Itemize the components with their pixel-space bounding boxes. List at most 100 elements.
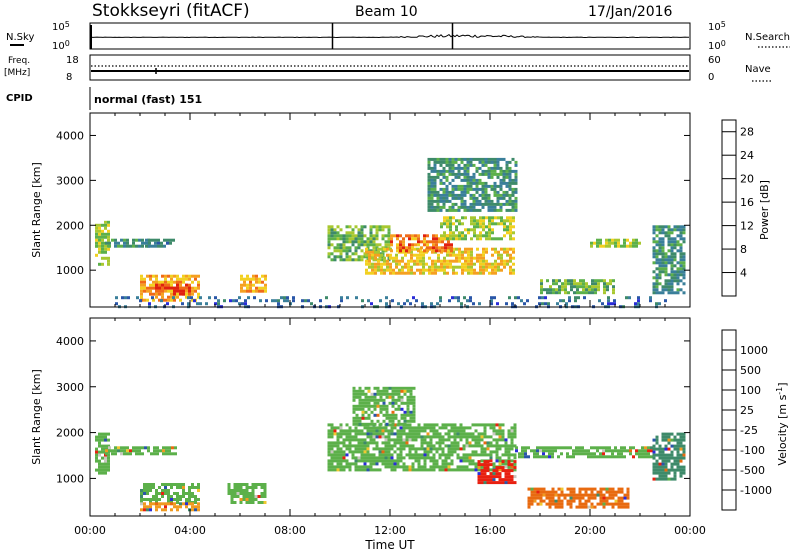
heatmap-cell <box>155 283 158 287</box>
heatmap-cell <box>676 468 680 472</box>
heatmap-cell <box>375 234 379 238</box>
heatmap-cell <box>403 389 407 393</box>
heatmap-cell <box>590 244 593 248</box>
heatmap-cell <box>658 249 662 253</box>
heatmap-cell <box>471 432 475 436</box>
cpid-label: CPID <box>6 93 33 104</box>
heatmap-cell <box>188 486 191 489</box>
heatmap-cell <box>445 187 449 191</box>
heatmap-cell <box>366 237 370 241</box>
heatmap-cell <box>676 228 680 232</box>
heatmap-cell <box>454 160 458 164</box>
heatmap-cell <box>533 496 537 500</box>
heatmap-cell <box>148 302 151 306</box>
x-axis-label: Time UT <box>364 538 415 552</box>
heatmap-cell <box>679 459 683 463</box>
heatmap-cell <box>438 465 442 469</box>
heatmap-cell <box>185 274 188 278</box>
heatmap-cell <box>400 407 404 411</box>
heatmap-cell <box>661 447 665 451</box>
heatmap-cell <box>327 435 331 439</box>
heatmap-cell <box>372 453 376 457</box>
heatmap-cell <box>667 285 671 289</box>
heatmap-cell <box>423 465 427 469</box>
heatmap-cell <box>158 502 161 506</box>
heatmap-cell <box>396 447 400 451</box>
heatmap-cell <box>599 502 603 506</box>
heatmap-cell <box>432 243 435 247</box>
heatmap-cell <box>435 441 439 445</box>
heatmap-cell <box>379 392 383 396</box>
heatmap-cell <box>670 240 674 244</box>
x-tick-label: 20:00 <box>574 524 606 537</box>
heatmap-cell <box>245 483 249 486</box>
heatmap-cell <box>387 441 391 445</box>
heatmap-cell <box>661 264 665 268</box>
heatmap-cell <box>105 452 108 456</box>
heatmap-cell <box>652 468 656 472</box>
heatmap-cell <box>435 459 439 463</box>
heatmap-cell <box>487 175 491 179</box>
heatmap-cell <box>442 196 446 200</box>
heatmap-cell <box>467 271 470 275</box>
heatmap-cell <box>439 299 442 303</box>
heatmap-cell <box>590 496 594 500</box>
heatmap-cell <box>436 208 440 212</box>
heatmap-cell <box>511 205 515 209</box>
heatmap-cell <box>486 469 490 473</box>
heatmap-cell <box>505 199 509 203</box>
heatmap-cell <box>507 481 511 485</box>
heatmap-cell <box>420 456 424 460</box>
heatmap-cell <box>673 252 677 256</box>
heatmap-cell <box>444 438 448 442</box>
heatmap-cell <box>498 468 502 472</box>
heatmap-cell <box>436 175 440 179</box>
heatmap-cell <box>176 498 179 501</box>
heatmap-cell <box>488 225 491 229</box>
heatmap-cell <box>160 241 163 245</box>
heatmap-cell <box>510 441 514 445</box>
heatmap-cell <box>348 441 352 445</box>
heatmap-cell <box>354 426 358 430</box>
heatmap-cell <box>408 246 411 250</box>
heatmap-cell <box>499 184 503 188</box>
heatmap-cell <box>394 416 398 420</box>
heatmap-cell <box>448 299 451 303</box>
heatmap-cell <box>670 243 674 247</box>
heatmap-cell <box>476 259 479 263</box>
heatmap-cell <box>469 184 473 188</box>
heatmap-cell <box>658 267 662 271</box>
heatmap-cell <box>330 423 334 427</box>
heatmap-cell <box>511 302 514 306</box>
heatmap-cell <box>658 450 662 454</box>
heatmap-cell <box>104 456 107 460</box>
heatmap-cell <box>470 216 473 220</box>
heatmap-cell <box>445 193 449 197</box>
heatmap-cell <box>494 250 497 254</box>
heatmap-cell <box>251 501 255 504</box>
heatmap-cell <box>441 468 445 472</box>
heatmap-cell <box>466 166 470 170</box>
heatmap-cell <box>191 492 194 495</box>
heatmap-cell <box>499 166 503 170</box>
heatmap-cell <box>455 234 458 238</box>
heatmap-cell <box>354 468 358 472</box>
heatmap-cell <box>98 232 101 236</box>
heatmap-cell <box>433 208 437 212</box>
heatmap-cell <box>378 243 382 247</box>
heatmap-cell <box>182 486 185 489</box>
heatmap-cell <box>126 452 129 456</box>
heatmap-cell <box>98 262 101 266</box>
heatmap-cell <box>348 234 352 238</box>
heatmap-cell <box>635 449 638 453</box>
heatmap-cell <box>370 398 374 402</box>
heatmap-cell <box>107 456 110 460</box>
heatmap-cell <box>664 267 668 271</box>
heatmap-cell <box>357 432 361 436</box>
heatmap-cell <box>596 493 600 497</box>
heatmap-cell <box>342 450 346 454</box>
heatmap-cell <box>658 252 662 256</box>
heatmap-cell <box>391 398 395 402</box>
heatmap-cell <box>489 435 493 439</box>
heatmap-cell <box>255 286 258 290</box>
